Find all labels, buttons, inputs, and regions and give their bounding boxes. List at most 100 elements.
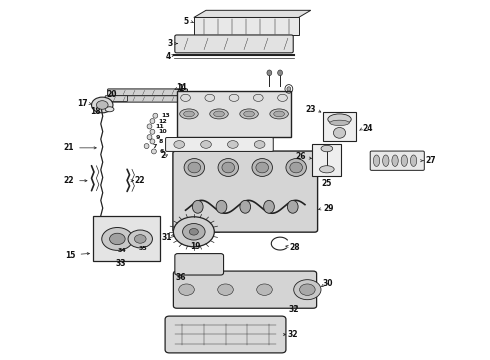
Text: 8: 8 [158,139,163,144]
Text: 1: 1 [178,84,183,93]
Text: 32: 32 [288,330,298,339]
Circle shape [205,94,215,102]
Text: 22: 22 [63,176,74,185]
Ellipse shape [256,162,269,173]
Ellipse shape [188,162,201,173]
Text: 35: 35 [139,246,147,251]
Ellipse shape [287,87,291,91]
Ellipse shape [201,141,211,148]
Text: 18: 18 [91,107,101,116]
Text: 31: 31 [161,233,172,242]
Text: 2: 2 [161,151,166,160]
Ellipse shape [290,162,302,173]
Bar [177,91,291,137]
Text: 4: 4 [166,51,171,60]
Ellipse shape [383,155,389,166]
Text: 6: 6 [160,149,164,154]
Circle shape [253,94,263,102]
Ellipse shape [144,144,149,149]
Ellipse shape [267,70,272,76]
Ellipse shape [278,70,283,76]
Ellipse shape [240,201,250,213]
Polygon shape [194,10,311,18]
FancyBboxPatch shape [165,316,286,353]
Text: 9: 9 [155,135,160,140]
Circle shape [173,217,214,247]
Text: 20: 20 [106,90,117,99]
Circle shape [189,229,198,235]
Circle shape [181,94,191,102]
Text: 21: 21 [63,143,74,152]
Text: 15: 15 [66,251,76,260]
Circle shape [295,284,311,296]
Circle shape [299,284,315,296]
Text: 11: 11 [155,124,164,129]
Ellipse shape [392,155,398,166]
Text: 17: 17 [77,99,88,108]
Text: 25: 25 [321,179,332,188]
Text: 12: 12 [158,118,167,123]
Ellipse shape [222,162,235,173]
Text: 30: 30 [323,279,334,288]
Text: 5: 5 [183,17,189,26]
Ellipse shape [328,114,351,125]
Circle shape [294,280,321,300]
Circle shape [134,235,146,243]
FancyBboxPatch shape [166,138,273,152]
Ellipse shape [216,201,227,213]
Ellipse shape [147,135,152,140]
Ellipse shape [288,201,298,213]
Circle shape [179,284,195,296]
FancyBboxPatch shape [175,253,223,275]
Text: 34: 34 [117,248,126,253]
Ellipse shape [252,158,272,176]
Ellipse shape [401,155,408,166]
Ellipse shape [373,155,380,166]
Bar [312,144,342,176]
Bar [194,18,298,35]
Ellipse shape [286,158,306,176]
Text: 14: 14 [176,83,186,92]
Text: 24: 24 [362,124,372,133]
Ellipse shape [180,109,198,119]
Text: 10: 10 [158,129,167,134]
FancyBboxPatch shape [105,96,127,102]
Text: 36: 36 [176,273,186,282]
Ellipse shape [227,141,238,148]
Circle shape [229,94,239,102]
Text: 13: 13 [161,113,170,118]
Circle shape [128,230,152,248]
Text: 3: 3 [168,39,173,48]
Circle shape [218,284,233,296]
Ellipse shape [150,118,155,123]
Ellipse shape [150,129,155,134]
FancyBboxPatch shape [108,95,188,102]
Circle shape [257,284,272,296]
Ellipse shape [333,127,345,138]
FancyBboxPatch shape [108,89,188,96]
Ellipse shape [270,109,288,119]
Circle shape [110,233,125,245]
Circle shape [102,228,133,250]
Ellipse shape [105,107,114,112]
Ellipse shape [147,124,152,129]
Text: 32: 32 [289,305,299,314]
Text: 7: 7 [152,144,157,149]
FancyBboxPatch shape [175,35,293,53]
Text: 29: 29 [323,204,334,213]
Text: 26: 26 [295,152,306,161]
Text: 33: 33 [116,260,126,269]
Text: 28: 28 [290,243,300,252]
Ellipse shape [244,111,254,117]
Text: 23: 23 [305,105,316,114]
Bar [323,112,356,141]
Circle shape [183,224,205,240]
Ellipse shape [330,120,349,126]
Ellipse shape [214,111,224,117]
Ellipse shape [153,113,158,118]
Circle shape [278,94,288,102]
Ellipse shape [321,145,333,152]
Circle shape [97,101,108,109]
Ellipse shape [240,109,258,119]
Ellipse shape [254,141,265,148]
